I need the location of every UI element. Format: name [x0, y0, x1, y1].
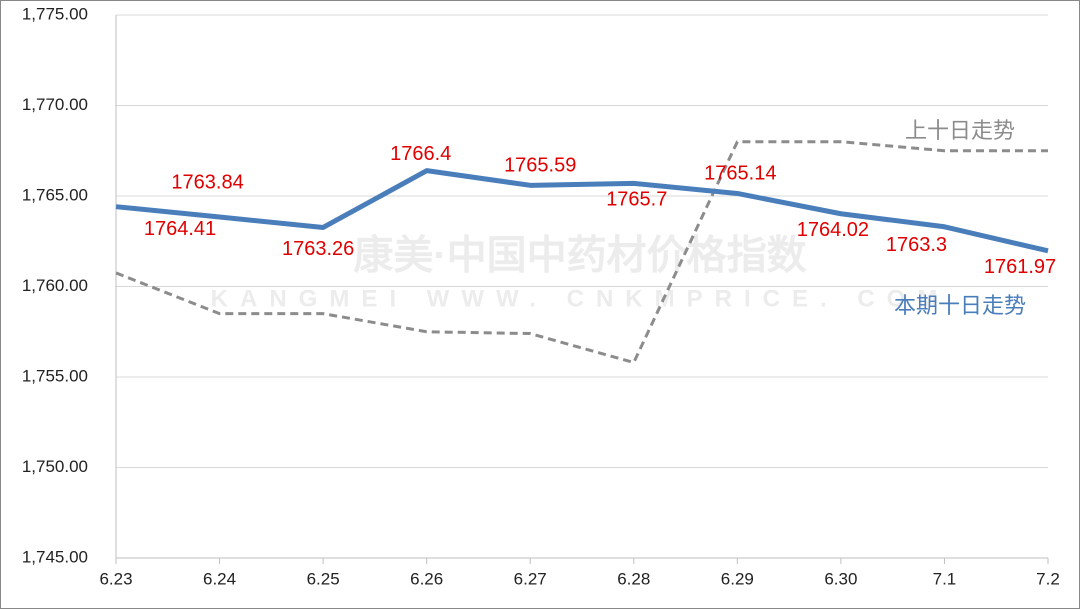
data-label: 1763.3: [886, 234, 947, 256]
data-label: 1765.7: [606, 189, 667, 211]
x-tick-label: 6.27: [514, 569, 547, 588]
series-line: [115, 140, 1048, 365]
y-tick-label: 1,755.00: [22, 366, 88, 385]
x-tick-label: 6.26: [410, 569, 443, 588]
x-tick-label: 6.28: [617, 569, 650, 588]
legend-label: 上十日走势: [905, 118, 1015, 143]
data-label: 1763.26: [282, 238, 354, 260]
data-label: 1761.97: [984, 256, 1056, 278]
data-label: 1765.59: [504, 155, 576, 177]
x-tick-label: 7.1: [933, 569, 957, 588]
series-line: [115, 168, 1049, 254]
data-label: 1763.84: [171, 171, 243, 193]
y-tick-label: 1,760.00: [22, 276, 88, 295]
legend-label: 本期十日走势: [894, 293, 1026, 318]
y-tick-label: 1,775.00: [22, 4, 88, 23]
x-tick-label: 7.2: [1036, 569, 1060, 588]
y-tick-label: 1,745.00: [22, 547, 88, 566]
x-tick-label: 6.25: [307, 569, 340, 588]
data-label: 1764.02: [797, 219, 869, 241]
x-tick-label: 6.24: [203, 569, 236, 588]
watermark: 康美·中国中药材价格指数: [353, 234, 806, 278]
data-label: 1766.4: [390, 143, 451, 165]
watermark: KANGMEI WWW. CNKMPRICE. COM: [211, 285, 950, 312]
y-tick-label: 1,750.00: [22, 457, 88, 476]
x-tick-label: 6.23: [99, 569, 132, 588]
data-label: 1765.14: [704, 163, 776, 185]
y-tick-label: 1,765.00: [22, 185, 88, 204]
x-tick-label: 6.29: [721, 569, 754, 588]
data-label: 1764.41: [144, 218, 216, 240]
x-tick-label: 6.30: [824, 569, 857, 588]
y-tick-label: 1,770.00: [22, 95, 88, 114]
